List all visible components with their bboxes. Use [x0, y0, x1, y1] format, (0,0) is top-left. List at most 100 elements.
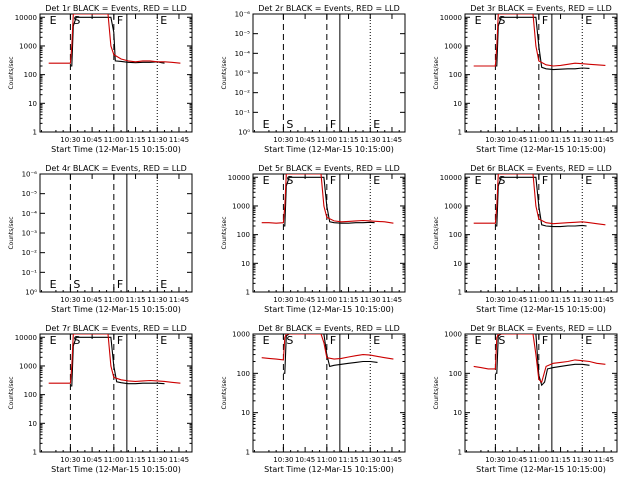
y-tick-label: 1 — [458, 129, 462, 137]
x-tick-label: 11:45 — [594, 296, 614, 304]
event-marker-label: F — [542, 174, 548, 187]
event-marker-label: F — [117, 14, 123, 27]
y-tick-label: 10⁻⁴ — [235, 50, 251, 58]
event-marker-label: S — [73, 278, 80, 291]
y-tick-label: 10 — [453, 100, 462, 108]
x-axis-label: Start Time (12-Mar-15 10:15:00) — [476, 465, 606, 474]
event-marker-label: S — [286, 334, 293, 347]
y-tick-label: 1 — [33, 129, 37, 137]
plot-frame — [252, 333, 406, 453]
y-tick-label: 1000 — [444, 202, 462, 210]
x-tick-label: 11:30 — [360, 456, 380, 464]
y-tick-label: 1000 — [444, 331, 462, 339]
series-line-events — [70, 336, 165, 387]
chart-panel: Det 2r BLACK = Events, RED = LLD Counts/s… — [221, 4, 406, 154]
y-tick-label: 1000 — [19, 362, 37, 370]
event-marker-label: E — [160, 278, 167, 291]
x-axis-label: Start Time (12-Mar-15 10:15:00) — [476, 305, 606, 314]
y-axis-label: Counts/sec — [221, 56, 228, 89]
chart-title: Det 4r BLACK = Events, RED = LLD — [45, 164, 187, 173]
x-tick-label: 11:00 — [317, 136, 337, 144]
plot-frame — [464, 333, 618, 453]
event-marker-label: E — [50, 14, 57, 27]
chart-title: Det 2r BLACK = Events, RED = LLD — [258, 4, 400, 13]
chart-panel: Det 9r BLACK = Events, RED = LLD Counts/s… — [433, 324, 618, 474]
series-line-events — [495, 334, 590, 387]
y-tick-label: 1000 — [444, 42, 462, 50]
y-tick-label: 10 — [453, 409, 462, 417]
chart-panel: Det 1r BLACK = Events, RED = LLD Counts/s… — [8, 4, 193, 154]
x-tick-label: 11:15 — [125, 456, 145, 464]
event-marker-label: E — [263, 174, 270, 187]
series-line-lld — [473, 14, 606, 67]
chart-title: Det 9r BLACK = Events, RED = LLD — [470, 324, 612, 333]
x-tick-label: 10:45 — [507, 456, 527, 464]
y-axis-label: Counts/sec — [221, 376, 228, 409]
event-marker-label: S — [73, 14, 80, 27]
y-tick-label: 100 — [237, 231, 250, 239]
chart-panel: Det 7r BLACK = Events, RED = LLD Counts/s… — [8, 324, 193, 474]
plot-frame — [464, 13, 618, 133]
event-marker-label: F — [330, 334, 336, 347]
plot-frame — [252, 173, 406, 293]
y-tick-label: 10000 — [440, 14, 462, 22]
x-tick-label: 10:30 — [485, 296, 505, 304]
event-marker-label: E — [585, 174, 592, 187]
x-tick-label: 11:00 — [529, 456, 549, 464]
x-tick-label: 11:45 — [169, 456, 189, 464]
x-tick-label: 11:30 — [147, 136, 167, 144]
x-tick-label: 10:45 — [82, 456, 102, 464]
y-axis-label: Counts/sec — [433, 216, 440, 249]
series-line-lld — [261, 174, 394, 224]
y-tick-label: 10 — [28, 100, 37, 108]
y-tick-label: 10⁰ — [238, 129, 250, 137]
y-tick-label: 1 — [458, 449, 462, 457]
x-tick-label: 11:45 — [382, 456, 402, 464]
x-tick-label: 11:15 — [550, 136, 570, 144]
y-tick-label: 100 — [24, 391, 37, 399]
x-axis-label: Start Time (12-Mar-15 10:15:00) — [264, 145, 394, 154]
x-tick-label: 11:00 — [104, 456, 124, 464]
y-tick-label: 10⁻⁶ — [22, 171, 38, 179]
x-tick-label: 11:15 — [550, 296, 570, 304]
chart-title: Det 6r BLACK = Events, RED = LLD — [470, 164, 612, 173]
y-tick-label: 10⁰ — [25, 289, 37, 297]
chart-panel: Det 5r BLACK = Events, RED = LLD Counts/s… — [221, 164, 406, 314]
y-axis-label: Counts/sec — [433, 56, 440, 89]
y-tick-label: 10 — [241, 409, 250, 417]
y-tick-label: 1 — [246, 449, 250, 457]
chart-title: Det 3r BLACK = Events, RED = LLD — [470, 4, 612, 13]
x-tick-label: 10:45 — [295, 456, 315, 464]
event-marker-label: E — [263, 334, 270, 347]
x-tick-label: 11:00 — [104, 296, 124, 304]
y-tick-label: 10⁻⁴ — [22, 210, 38, 218]
x-tick-label: 11:00 — [317, 456, 337, 464]
event-marker-label: E — [160, 14, 167, 27]
x-tick-label: 11:30 — [147, 456, 167, 464]
y-tick-label: 1000 — [232, 202, 250, 210]
y-tick-label: 10⁻¹ — [22, 269, 38, 277]
event-marker-label: E — [50, 278, 57, 291]
y-tick-label: 10⁻² — [235, 89, 251, 97]
x-tick-label: 10:30 — [273, 456, 293, 464]
y-tick-label: 1 — [458, 289, 462, 297]
x-tick-label: 11:15 — [338, 296, 358, 304]
y-tick-label: 100 — [24, 71, 37, 79]
event-marker-label: F — [330, 118, 336, 131]
y-tick-label: 10⁻³ — [235, 70, 251, 78]
x-tick-label: 10:30 — [485, 456, 505, 464]
chart-panel: Det 4r BLACK = Events, RED = LLD Counts/s… — [8, 164, 193, 314]
plot-frame — [39, 173, 193, 293]
x-tick-label: 10:45 — [507, 136, 527, 144]
event-marker-label: E — [585, 334, 592, 347]
x-tick-label: 10:45 — [295, 296, 315, 304]
y-tick-label: 10000 — [228, 174, 250, 182]
series-line-lld — [473, 174, 606, 226]
series-line-events — [283, 176, 375, 227]
event-marker-label: S — [286, 174, 293, 187]
x-tick-label: 10:45 — [82, 136, 102, 144]
x-tick-label: 11:15 — [125, 136, 145, 144]
x-tick-label: 11:00 — [529, 296, 549, 304]
event-marker-label: E — [373, 334, 380, 347]
